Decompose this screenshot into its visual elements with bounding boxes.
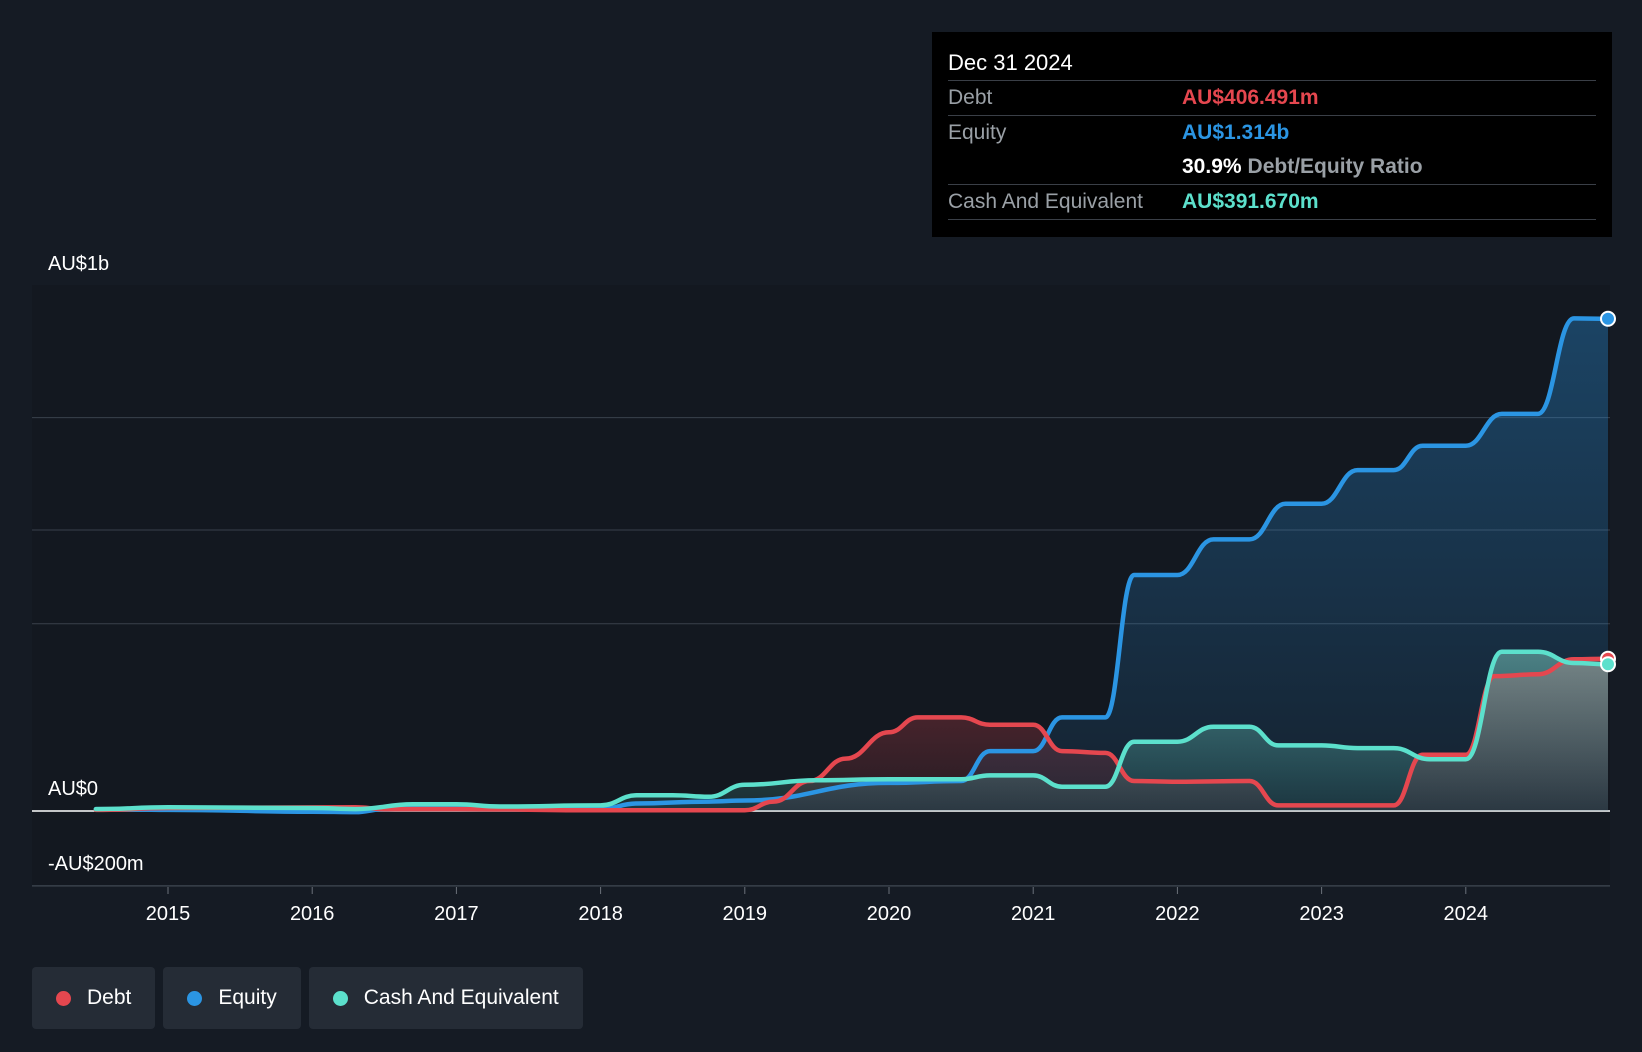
legend-label-cash: Cash And Equivalent xyxy=(363,986,559,1009)
legend-item-equity[interactable]: Equity xyxy=(163,967,301,1029)
tooltip-cash-value: AU$391.670m xyxy=(1182,190,1319,213)
x-tick-label: 2023 xyxy=(1299,903,1344,925)
equity-end-marker xyxy=(1600,310,1616,327)
x-tick-label: 2024 xyxy=(1444,903,1489,925)
tooltip-ratio-value: 30.9% xyxy=(1182,155,1242,178)
y-label-zero: AU$0 xyxy=(48,778,98,800)
equity-dot-icon xyxy=(187,990,203,1006)
y-label-top: AU$1b xyxy=(48,253,109,275)
x-tick-label: 2018 xyxy=(578,903,623,925)
tooltip-debt-label: Debt xyxy=(948,86,993,109)
debt-line xyxy=(93,656,1611,813)
x-tick-label: 2015 xyxy=(146,903,191,925)
tooltip-ratio-label: Debt/Equity Ratio xyxy=(1247,155,1423,178)
legend-item-debt[interactable]: Debt xyxy=(32,967,156,1029)
legend-item-cash[interactable]: Cash And Equivalent xyxy=(308,967,583,1029)
cash-line xyxy=(93,649,1611,812)
series-lines xyxy=(93,316,1611,815)
legend-label-equity: Equity xyxy=(218,986,277,1009)
end-markers xyxy=(1600,310,1616,673)
tooltip-debt-value: AU$406.491m xyxy=(1182,86,1319,109)
x-tick-label: 2020 xyxy=(867,903,912,925)
tooltip-date: Dec 31 2024 xyxy=(948,46,1596,81)
tooltip-panel: Dec 31 2024 Debt AU$406.491m Equity AU$1… xyxy=(932,32,1612,237)
tooltip-cash-row: Cash And Equivalent AU$391.670m xyxy=(948,185,1596,220)
tooltip-equity-value: AU$1.314b xyxy=(1182,121,1290,144)
tooltip-debt-row: Debt AU$406.491m xyxy=(948,81,1596,116)
tooltip-equity-label: Equity xyxy=(948,121,1007,144)
x-tick-label: 2017 xyxy=(434,903,479,925)
cash-area xyxy=(95,651,1608,811)
cash-dot-icon xyxy=(332,990,348,1006)
x-tick-label: 2019 xyxy=(723,903,768,925)
chart-legend: Debt Equity Cash And Equivalent xyxy=(32,967,583,1029)
tooltip-cash-label: Cash And Equivalent xyxy=(948,190,1143,213)
x-tick-label: 2022 xyxy=(1155,903,1200,925)
debt-dot-icon xyxy=(56,990,71,1006)
equity-area xyxy=(95,318,1608,813)
tooltip-ratio-row: 30.9% Debt/Equity Ratio xyxy=(948,150,1596,185)
y-label-bottom: -AU$200m xyxy=(48,853,144,875)
axis-labels: AU$1b AU$0 -AU$200m xyxy=(48,253,144,875)
x-axis-ticks: 2015 2016 2017 2018 2019 2020 2021 2022 2023 2024 xyxy=(146,887,1488,925)
x-tick-label: 2016 xyxy=(290,903,335,925)
legend-label-debt: Debt xyxy=(87,986,132,1009)
cash-end-marker xyxy=(1600,656,1616,673)
x-tick-label: 2021 xyxy=(1011,903,1056,925)
tooltip-equity-row: Equity AU$1.314b xyxy=(948,116,1596,150)
